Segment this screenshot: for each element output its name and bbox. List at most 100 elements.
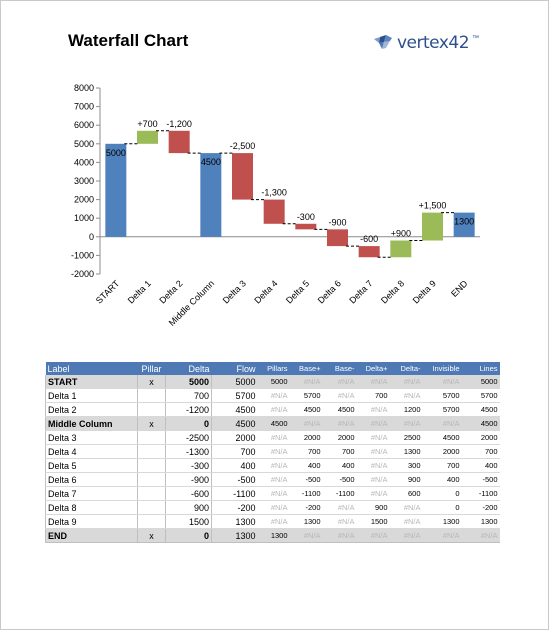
table-cell[interactable]: -2500: [165, 430, 212, 445]
table-cell[interactable]: -1100: [289, 486, 323, 501]
table-cell[interactable]: -1200: [165, 402, 212, 417]
table-cell[interactable]: #N/A: [356, 486, 390, 501]
table-cell[interactable]: #N/A: [356, 458, 390, 473]
table-cell[interactable]: 1300: [389, 444, 423, 459]
table-cell[interactable]: #N/A: [322, 514, 357, 529]
table-cell[interactable]: 2500: [389, 430, 423, 445]
table-cell[interactable]: [137, 458, 166, 473]
table-cell[interactable]: 4500: [211, 402, 258, 417]
table-cell[interactable]: 2000: [422, 444, 462, 459]
table-cell[interactable]: #N/A: [389, 375, 423, 389]
table-cell[interactable]: #N/A: [422, 375, 462, 389]
table-cell[interactable]: #N/A: [257, 430, 290, 445]
table-cell[interactable]: Middle Column: [45, 416, 138, 431]
table-cell[interactable]: -1100: [211, 486, 258, 501]
table-cell[interactable]: -1100: [322, 486, 357, 501]
table-cell[interactable]: 900: [165, 500, 212, 515]
table-cell[interactable]: 1300: [211, 514, 258, 529]
table-cell[interactable]: #N/A: [322, 388, 357, 403]
table-cell[interactable]: x: [137, 416, 166, 431]
table-cell[interactable]: #N/A: [322, 416, 357, 431]
table-cell[interactable]: 1300: [461, 514, 500, 529]
table-cell[interactable]: -500: [322, 472, 357, 487]
table-cell[interactable]: Delta 3: [45, 430, 138, 445]
table-cell[interactable]: 4500: [461, 416, 500, 431]
table-cell[interactable]: 5700: [211, 388, 258, 403]
table-cell[interactable]: [137, 514, 166, 529]
table-cell[interactable]: Delta 4: [45, 444, 138, 459]
table-cell[interactable]: Delta 7: [45, 486, 138, 501]
table-cell[interactable]: #N/A: [422, 416, 462, 431]
table-cell[interactable]: 700: [165, 388, 212, 403]
table-cell[interactable]: 400: [422, 472, 462, 487]
table-cell[interactable]: 5700: [422, 388, 462, 403]
table-cell[interactable]: #N/A: [356, 472, 390, 487]
table-cell[interactable]: [137, 444, 166, 459]
table-cell[interactable]: [137, 388, 166, 403]
table-cell[interactable]: #N/A: [356, 444, 390, 459]
table-cell[interactable]: -500: [211, 472, 258, 487]
table-cell[interactable]: #N/A: [389, 500, 423, 515]
table-cell[interactable]: #N/A: [389, 388, 423, 403]
table-cell[interactable]: 1500: [165, 514, 212, 529]
table-cell[interactable]: #N/A: [389, 416, 423, 431]
table-cell[interactable]: 2000: [211, 430, 258, 445]
table-cell[interactable]: #N/A: [356, 528, 390, 543]
table-cell[interactable]: [137, 430, 166, 445]
table-cell[interactable]: #N/A: [257, 486, 290, 501]
table-cell[interactable]: 400: [211, 458, 258, 473]
table-cell[interactable]: #N/A: [289, 528, 323, 543]
table-cell[interactable]: 0: [165, 416, 212, 431]
table-cell[interactable]: -200: [289, 500, 323, 515]
table-cell[interactable]: #N/A: [257, 514, 290, 529]
table-cell[interactable]: [137, 500, 166, 515]
table-cell[interactable]: 1300: [422, 514, 462, 529]
table-cell[interactable]: 5000: [257, 375, 290, 389]
table-cell[interactable]: 4500: [322, 402, 357, 417]
table-cell[interactable]: 0: [422, 486, 462, 501]
table-cell[interactable]: 4500: [257, 416, 290, 431]
table-cell[interactable]: 700: [289, 444, 323, 459]
table-cell[interactable]: 900: [389, 472, 423, 487]
table-cell[interactable]: -1300: [165, 444, 212, 459]
table-cell[interactable]: 0: [165, 528, 212, 543]
table-cell[interactable]: -300: [165, 458, 212, 473]
table-cell[interactable]: [137, 402, 166, 417]
table-cell[interactable]: -1100: [461, 486, 500, 501]
table-cell[interactable]: #N/A: [257, 500, 290, 515]
table-cell[interactable]: Delta 8: [45, 500, 138, 515]
table-cell[interactable]: 400: [461, 458, 500, 473]
table-cell[interactable]: Delta 9: [45, 514, 138, 529]
table-cell[interactable]: #N/A: [257, 444, 290, 459]
table-cell[interactable]: #N/A: [389, 528, 423, 543]
table-cell[interactable]: 700: [422, 458, 462, 473]
table-cell[interactable]: Delta 5: [45, 458, 138, 473]
table-cell[interactable]: 700: [322, 444, 357, 459]
table-cell[interactable]: Delta 2: [45, 402, 138, 417]
table-cell[interactable]: Delta 6: [45, 472, 138, 487]
table-cell[interactable]: #N/A: [257, 402, 290, 417]
table-cell[interactable]: -500: [461, 472, 500, 487]
table-cell[interactable]: 600: [389, 486, 423, 501]
table-cell[interactable]: 5700: [422, 402, 462, 417]
table-cell[interactable]: #N/A: [289, 375, 323, 389]
table-cell[interactable]: 4500: [289, 402, 323, 417]
table-cell[interactable]: x: [137, 375, 166, 389]
table-cell[interactable]: 5000: [211, 375, 258, 389]
table-cell[interactable]: 1300: [211, 528, 258, 543]
table-cell[interactable]: 5000: [461, 375, 500, 389]
table-cell[interactable]: 400: [289, 458, 323, 473]
table-cell[interactable]: #N/A: [356, 416, 390, 431]
table-cell[interactable]: 5700: [461, 388, 500, 403]
table-cell[interactable]: 5000: [165, 375, 212, 389]
table-cell[interactable]: 1300: [289, 514, 323, 529]
table-cell[interactable]: 4500: [211, 416, 258, 431]
table-cell[interactable]: 300: [389, 458, 423, 473]
table-cell[interactable]: #N/A: [356, 430, 390, 445]
table-cell[interactable]: #N/A: [322, 528, 357, 543]
table-cell[interactable]: 5700: [289, 388, 323, 403]
table-cell[interactable]: -200: [211, 500, 258, 515]
table-cell[interactable]: 1300: [257, 528, 290, 543]
table-cell[interactable]: #N/A: [461, 528, 500, 543]
table-cell[interactable]: 1200: [389, 402, 423, 417]
